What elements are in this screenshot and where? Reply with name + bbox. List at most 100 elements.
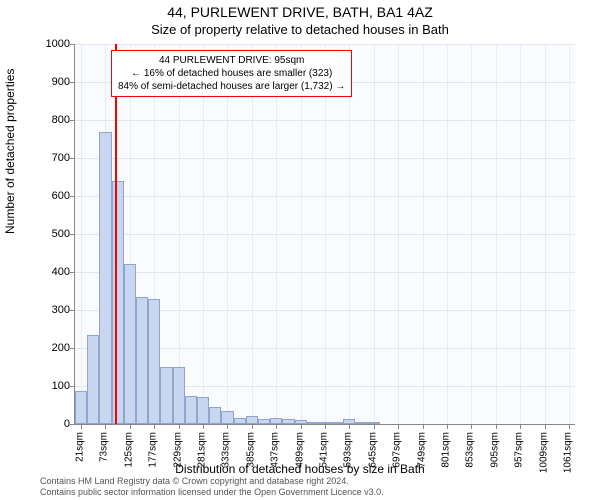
histogram-bar: [307, 422, 319, 424]
gridline-v: [203, 44, 204, 424]
gridline-v: [398, 44, 399, 424]
ytick-mark: [70, 120, 75, 121]
xtick-label: 229sqm: [172, 432, 183, 468]
histogram-bar: [148, 299, 160, 424]
xtick-label: 281sqm: [197, 432, 208, 468]
gridline-v: [374, 44, 375, 424]
histogram-bar: [343, 419, 355, 424]
xtick-mark: [496, 424, 497, 429]
xtick-label: 801sqm: [440, 432, 451, 468]
histogram-bar: [99, 132, 111, 424]
ytick-label: 200: [30, 342, 70, 354]
ytick-label: 100: [30, 380, 70, 392]
xtick-mark: [569, 424, 570, 429]
ytick-label: 700: [30, 152, 70, 164]
gridline-v: [447, 44, 448, 424]
ytick-mark: [70, 158, 75, 159]
ytick-mark: [70, 82, 75, 83]
gridline-v: [423, 44, 424, 424]
ytick-label: 800: [30, 114, 70, 126]
xtick-mark: [130, 424, 131, 429]
xtick-label: 437sqm: [270, 432, 281, 468]
annotation-line-smaller: ← 16% of detached houses are smaller (32…: [118, 67, 345, 80]
property-marker-line: [115, 44, 117, 424]
xtick-mark: [545, 424, 546, 429]
xtick-mark: [154, 424, 155, 429]
histogram-bar: [319, 422, 331, 424]
gridline-v: [252, 44, 253, 424]
xtick-label: 749sqm: [416, 432, 427, 468]
xtick-mark: [276, 424, 277, 429]
xtick-label: 1061sqm: [562, 432, 573, 473]
gridline-v: [81, 44, 82, 424]
gridline-v: [349, 44, 350, 424]
ytick-label: 400: [30, 266, 70, 278]
gridline-v: [520, 44, 521, 424]
xtick-label: 905sqm: [489, 432, 500, 468]
ytick-mark: [70, 310, 75, 311]
xtick-mark: [423, 424, 424, 429]
xtick-label: 73sqm: [99, 432, 110, 462]
footer-line-1: Contains HM Land Registry data © Crown c…: [40, 476, 384, 487]
gridline-v: [276, 44, 277, 424]
xtick-label: 853sqm: [465, 432, 476, 468]
ytick-mark: [70, 272, 75, 273]
ytick-label: 1000: [30, 38, 70, 50]
xtick-mark: [398, 424, 399, 429]
ytick-mark: [70, 44, 75, 45]
xtick-label: 177sqm: [148, 432, 159, 468]
xtick-label: 593sqm: [343, 432, 354, 468]
xtick-label: 1009sqm: [538, 432, 549, 473]
histogram-bar: [282, 419, 294, 424]
histogram-bar: [246, 416, 258, 424]
histogram-bar: [136, 297, 148, 424]
xtick-label: 645sqm: [367, 432, 378, 468]
annotation-line-property: 44 PURLEWENT DRIVE: 95sqm: [118, 54, 345, 67]
ytick-label: 300: [30, 304, 70, 316]
chart-subtitle: Size of property relative to detached ho…: [0, 22, 600, 37]
gridline-v: [301, 44, 302, 424]
xtick-mark: [105, 424, 106, 429]
footer-attribution: Contains HM Land Registry data © Crown c…: [40, 476, 384, 498]
ytick-label: 600: [30, 190, 70, 202]
histogram-bar: [124, 264, 136, 424]
xtick-mark: [374, 424, 375, 429]
plot-area: 44 PURLEWENT DRIVE: 95sqm ← 16% of detac…: [74, 44, 575, 425]
histogram-bar: [331, 422, 343, 424]
xtick-mark: [471, 424, 472, 429]
ytick-mark: [70, 196, 75, 197]
annotation-line-larger: 84% of semi-detached houses are larger (…: [118, 80, 345, 93]
xtick-mark: [520, 424, 521, 429]
gridline-v: [496, 44, 497, 424]
histogram-bar: [258, 419, 270, 424]
ytick-label: 900: [30, 76, 70, 88]
histogram-bar: [270, 418, 282, 424]
gridline-v: [569, 44, 570, 424]
histogram-bar: [209, 407, 221, 424]
histogram-bar: [160, 367, 172, 424]
xtick-mark: [325, 424, 326, 429]
xtick-label: 21sqm: [75, 432, 86, 462]
ytick-mark: [70, 348, 75, 349]
ytick-label: 500: [30, 228, 70, 240]
histogram-bar: [173, 367, 185, 424]
xtick-mark: [447, 424, 448, 429]
histogram-bar: [87, 335, 99, 424]
histogram-bar: [185, 396, 197, 425]
gridline-v: [545, 44, 546, 424]
xtick-mark: [81, 424, 82, 429]
marker-annotation-box: 44 PURLEWENT DRIVE: 95sqm ← 16% of detac…: [111, 50, 352, 97]
xtick-label: 697sqm: [392, 432, 403, 468]
xtick-mark: [349, 424, 350, 429]
xtick-label: 541sqm: [319, 432, 330, 468]
histogram-bar: [355, 422, 367, 424]
xtick-label: 333sqm: [221, 432, 232, 468]
histogram-bar: [234, 418, 246, 424]
xtick-mark: [227, 424, 228, 429]
xtick-mark: [179, 424, 180, 429]
xtick-label: 125sqm: [123, 432, 134, 468]
histogram-bar: [75, 391, 87, 424]
gridline-v: [227, 44, 228, 424]
xtick-label: 385sqm: [245, 432, 256, 468]
ytick-label: 0: [30, 418, 70, 430]
